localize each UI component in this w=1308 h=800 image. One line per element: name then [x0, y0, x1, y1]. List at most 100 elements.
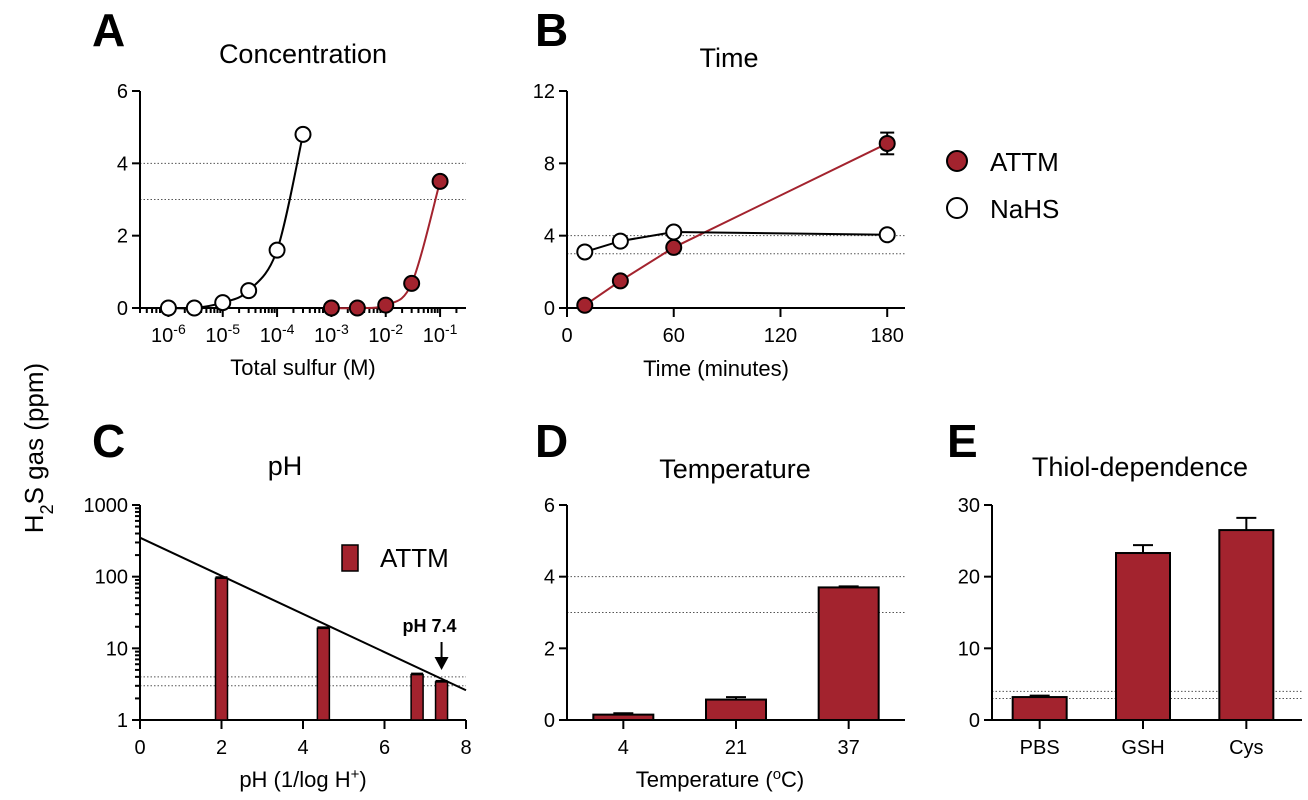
data-point-b-attm	[611, 272, 629, 290]
x-tick-label-exp-a: -3	[336, 321, 349, 337]
shared-ylabel-suffix: S gas (ppm)	[19, 363, 49, 505]
data-point-a-nahs	[214, 294, 232, 312]
data-point-a-nahs	[159, 299, 177, 317]
data-point-a-nahs	[240, 282, 258, 300]
y-tick-label-a: 2	[117, 226, 128, 248]
x-tick-label-exp-a: -1	[445, 321, 458, 337]
x-tick-label-c: 4	[297, 737, 308, 759]
shared-ylabel-sub: 2	[37, 504, 57, 514]
data-point-b-attm	[576, 296, 594, 314]
bar-e-pbs	[1011, 696, 1068, 721]
data-point-a-attm	[377, 296, 395, 314]
x-tick-label-e: GSH	[1121, 737, 1164, 759]
legend-marker-attm	[946, 150, 968, 172]
y-tick-label-a: 6	[117, 81, 128, 103]
x-tick-label-base-a: 10	[423, 325, 445, 347]
y-tick-label-d: 6	[544, 495, 555, 517]
legend-label-attm-c: ATTM	[380, 543, 449, 573]
x-tick-label-d: 4	[618, 737, 629, 759]
bar-c-0	[214, 577, 229, 721]
x-axis-label-c: pH (1/log H+)	[239, 766, 366, 793]
fit-line-c	[139, 536, 467, 692]
y-tick-label-d: 2	[544, 638, 555, 660]
bar-c-3	[434, 681, 449, 721]
x-tick-label-a: 10-4	[260, 321, 295, 347]
y-tick-label-e: 20	[958, 567, 980, 589]
x-tick-label-base-a: 10	[368, 325, 390, 347]
x-tick-label-d: 37	[838, 737, 860, 759]
x-axis-label-b: Time (minutes)	[643, 356, 789, 381]
x-axis-label-c-prefix: pH (1/log H	[239, 767, 350, 792]
x-tick-label-e: PBS	[1020, 737, 1060, 759]
y-tick-label-e: 30	[958, 495, 980, 517]
bar-e-cys	[1218, 529, 1275, 721]
data-point-b-nahs	[878, 226, 896, 244]
panel-letter-e: E	[947, 415, 978, 467]
x-tick-label-d: 21	[725, 737, 747, 759]
x-axis-label-d-suffix: C)	[781, 767, 804, 792]
data-point-a-attm	[348, 299, 366, 317]
x-axis-label-c-sup: +	[351, 766, 360, 783]
legend-marker-nahs	[946, 197, 968, 219]
legend-marker-attm-bar	[341, 544, 359, 572]
x-tick-label-base-a: 10	[205, 325, 227, 347]
series-line-nahs	[584, 231, 888, 253]
y-tick-label-c: 100	[95, 567, 128, 589]
data-point-a-attm	[403, 274, 421, 292]
x-tick-label-b: 120	[764, 325, 797, 347]
x-tick-label-base-a: 10	[151, 325, 173, 347]
x-tick-label-base-a: 10	[260, 325, 282, 347]
y-tick-label-b: 0	[544, 298, 555, 320]
x-tick-label-a: 10-2	[368, 321, 403, 347]
y-tick-label-c: 10	[106, 638, 128, 660]
x-tick-label-exp-a: -5	[228, 321, 241, 337]
x-tick-label-exp-a: -2	[391, 321, 404, 337]
y-tick-label-c: 1	[117, 710, 128, 732]
panel-letter-a: A	[92, 4, 125, 56]
x-tick-label-c: 8	[460, 737, 471, 759]
x-tick-label-exp-a: -4	[282, 321, 295, 337]
bar-d-21	[705, 698, 767, 722]
x-tick-label-a: 10-6	[151, 321, 186, 347]
y-tick-label-d: 4	[544, 567, 555, 589]
series-line-attm	[584, 142, 888, 307]
legend-label-attm: ATTM	[990, 147, 1059, 177]
annotation-ph-7-4: pH 7.4	[403, 616, 457, 636]
shared-ylabel-prefix: H	[19, 514, 49, 533]
x-tick-label-c: 2	[216, 737, 227, 759]
x-tick-label-base-a: 10	[314, 325, 336, 347]
bar-e-gsh	[1115, 552, 1171, 721]
x-axis-label-d-prefix: Temperature (	[636, 767, 774, 792]
data-point-b-nahs	[611, 232, 629, 250]
x-tick-label-e: Cys	[1229, 737, 1263, 759]
data-point-a-nahs	[268, 241, 286, 259]
bar-c-1	[316, 627, 331, 721]
y-tick-label-a: 0	[117, 298, 128, 320]
panel-letter-c: C	[92, 415, 125, 467]
bar-d-37	[817, 586, 880, 722]
y-tick-label-d: 0	[544, 710, 555, 732]
x-tick-label-b: 0	[561, 325, 572, 347]
data-point-b-attm	[878, 134, 896, 152]
x-tick-label-a: 10-5	[205, 321, 240, 347]
x-tick-label-c: 6	[379, 737, 390, 759]
series-line-attm	[331, 181, 442, 310]
y-tick-label-b: 4	[544, 226, 555, 248]
series-line-nahs	[168, 134, 304, 310]
x-axis-label-a: Total sulfur (M)	[230, 355, 375, 380]
data-point-b-nahs	[576, 243, 594, 261]
data-point-b-nahs	[665, 223, 683, 241]
y-tick-label-e: 0	[969, 710, 980, 732]
panel-title-d: Temperature	[659, 454, 811, 484]
annotation-arrow-head	[434, 657, 449, 670]
panel-title-c: pH	[268, 451, 303, 481]
x-tick-label-a: 10-3	[314, 321, 349, 347]
x-axis-label-d: Temperature (oC)	[636, 766, 805, 793]
y-tick-label-b: 8	[544, 153, 555, 175]
bar-d-4	[592, 713, 655, 721]
y-tick-label-e: 10	[958, 638, 980, 660]
